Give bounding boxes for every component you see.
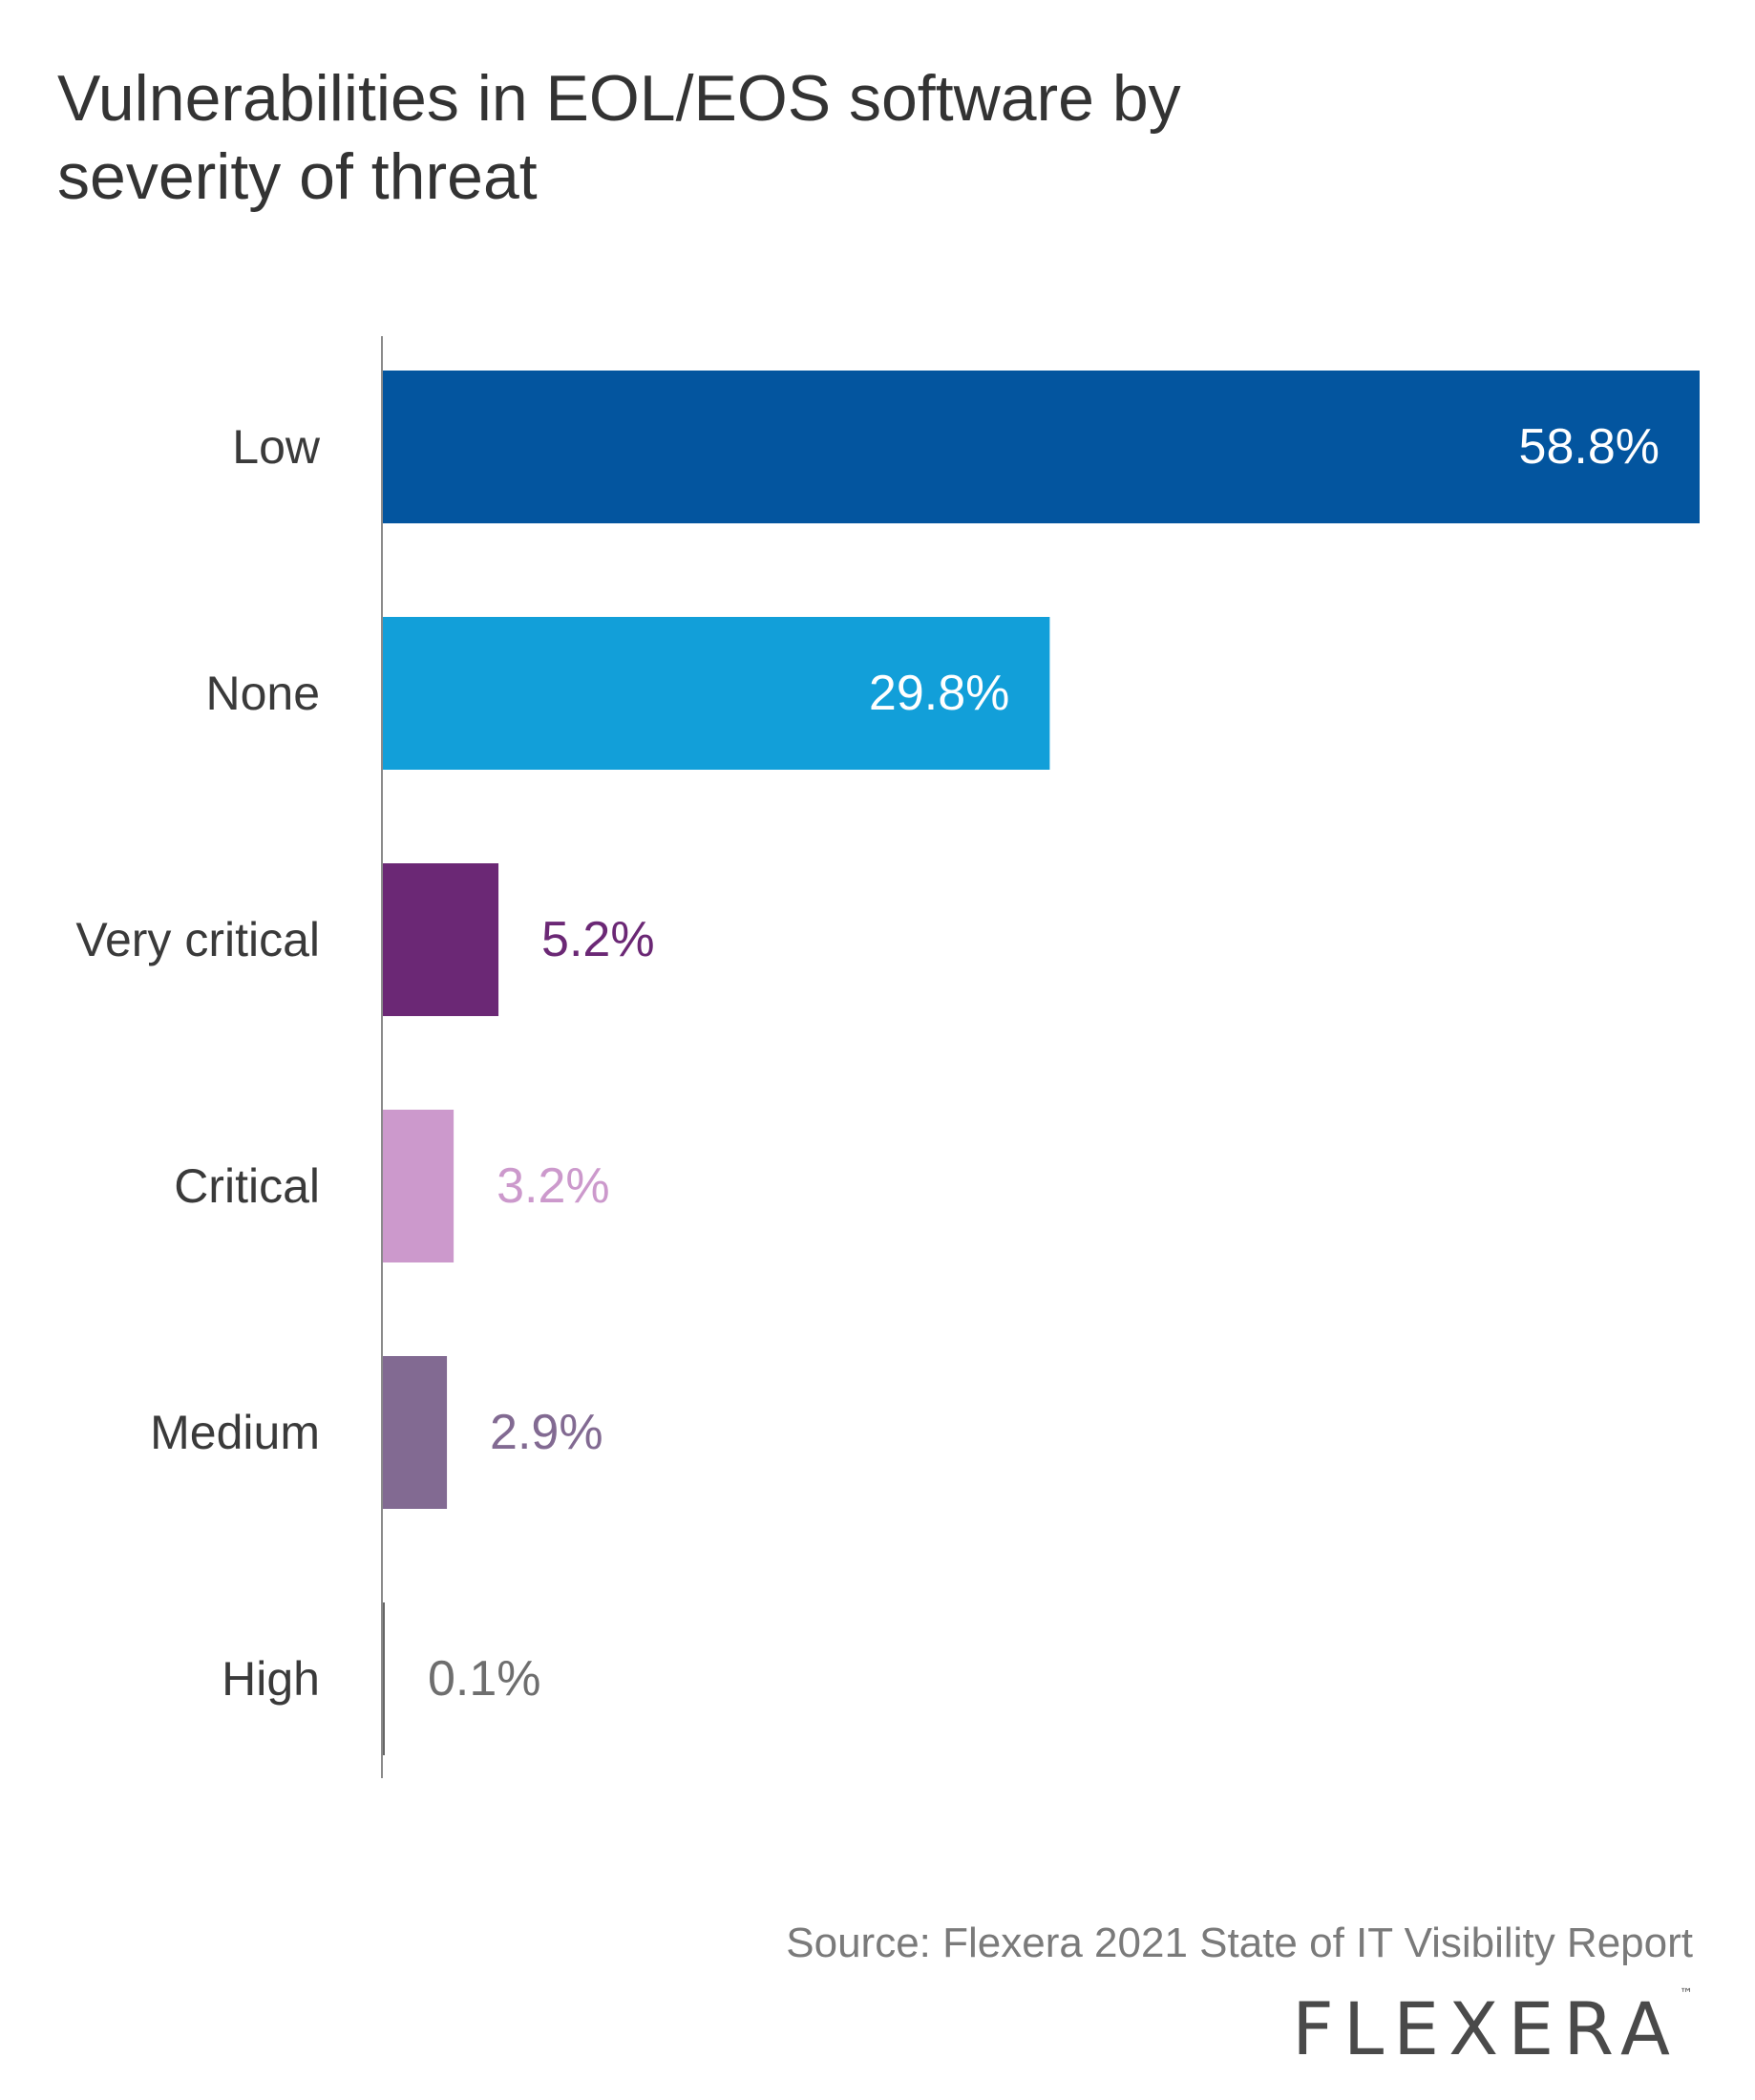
category-label-very-critical: Very critical — [75, 913, 320, 966]
trademark-mark: ™ — [1680, 1986, 1693, 2002]
value-label-very-critical: 5.2% — [541, 912, 655, 967]
value-label-high: 0.1% — [428, 1651, 541, 1707]
category-label-critical: Critical — [174, 1159, 320, 1213]
bar-very-critical — [382, 863, 499, 1016]
category-label-low: Low — [232, 420, 321, 474]
chart-title-line-2: severity of threat — [57, 140, 538, 213]
category-label-medium: Medium — [150, 1406, 320, 1459]
category-label-high: High — [222, 1652, 320, 1706]
value-label-medium: 2.9% — [490, 1405, 603, 1460]
flexera-logo-text: FLEXERA — [1292, 1986, 1680, 2071]
bar-medium — [382, 1356, 448, 1509]
chart-title: Vulnerabilities in EOL/EOS software by s… — [57, 59, 1490, 216]
source-note: Source: Flexera 2021 State of IT Visibil… — [786, 1920, 1693, 1966]
value-label-low: 58.8% — [1519, 419, 1660, 475]
category-label-none: None — [205, 667, 320, 720]
flexera-logo: FLEXERA™ — [1292, 1986, 1693, 2071]
bar-low — [382, 371, 1700, 523]
bar-high — [382, 1602, 385, 1755]
chart-title-line-1: Vulnerabilities in EOL/EOS software by — [57, 62, 1181, 135]
bar-critical — [382, 1110, 455, 1262]
value-label-none: 29.8% — [869, 666, 1009, 721]
value-label-critical: 3.2% — [497, 1158, 610, 1214]
bar-none — [382, 617, 1050, 770]
